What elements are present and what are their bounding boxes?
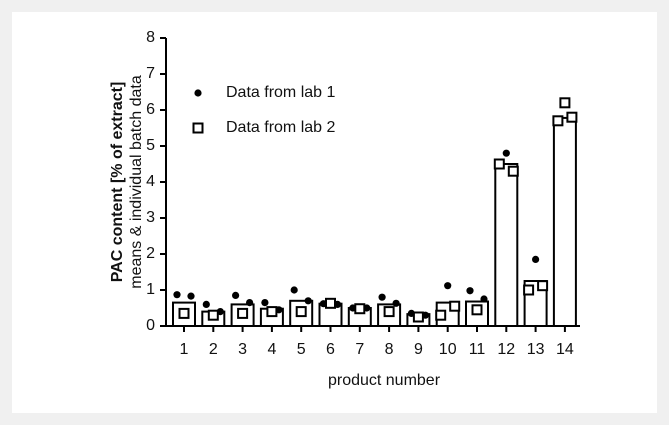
y-tick-label: 3 — [146, 209, 155, 226]
x-tick-label: 1 — [180, 341, 189, 358]
point-lab1 — [246, 299, 254, 307]
panel — [12, 12, 657, 413]
point-lab1 — [444, 282, 452, 290]
x-axis-label: product number — [328, 372, 441, 389]
point-lab2 — [493, 158, 505, 170]
point-lab1 — [532, 255, 540, 263]
point-lab1 — [304, 297, 312, 305]
point-lab1 — [392, 299, 400, 307]
point-lab2 — [192, 122, 204, 134]
point-lab2 — [412, 311, 424, 323]
point-lab2 — [537, 280, 549, 292]
point-lab2 — [435, 309, 447, 321]
y-tick-label: 6 — [146, 101, 155, 118]
point-lab2 — [507, 165, 519, 177]
y-axis-label: PAC content [% of extract] — [109, 82, 126, 283]
point-lab2 — [559, 97, 571, 109]
y-tick-label: 4 — [146, 173, 155, 190]
x-tick-label: 7 — [355, 341, 364, 358]
point-lab1 — [502, 149, 510, 157]
point-lab1 — [187, 292, 195, 300]
legend-label: Data from lab 1 — [226, 84, 335, 101]
bar — [552, 116, 577, 327]
point-lab2 — [295, 306, 307, 318]
y-tick-label: 5 — [146, 137, 155, 154]
x-tick-label: 14 — [556, 341, 574, 358]
x-tick-label: 11 — [469, 341, 486, 358]
x-tick-label: 13 — [527, 341, 545, 358]
point-lab1 — [232, 291, 240, 299]
point-lab2 — [383, 306, 395, 318]
legend-label: Data from lab 2 — [226, 119, 335, 136]
point-lab2 — [471, 304, 483, 316]
y-tick-label: 8 — [146, 29, 155, 46]
y-tick-label: 0 — [146, 317, 155, 334]
point-lab2 — [266, 306, 278, 318]
point-lab1 — [466, 287, 474, 295]
x-tick-label: 8 — [385, 341, 394, 358]
x-tick-label: 9 — [414, 341, 423, 358]
point-lab1 — [173, 291, 181, 299]
y-axis-sublabel: means & individual batch data — [128, 75, 145, 289]
y-tick-label: 1 — [146, 281, 155, 298]
x-tick-label: 6 — [326, 341, 335, 358]
point-lab1 — [261, 299, 269, 307]
point-lab2 — [325, 297, 336, 309]
x-tick-label: 12 — [497, 341, 515, 358]
point-lab2 — [566, 111, 578, 123]
point-lab2 — [523, 284, 535, 296]
point-lab2 — [178, 307, 190, 319]
point-lab1 — [480, 295, 488, 303]
y-tick-label: 2 — [146, 245, 155, 262]
x-tick-label: 3 — [238, 341, 247, 358]
y-tick-label: 7 — [146, 65, 155, 82]
point-lab1 — [378, 293, 386, 301]
point-lab2 — [207, 309, 219, 321]
point-lab1 — [290, 286, 298, 294]
point-lab2 — [449, 300, 461, 312]
point-lab1 — [202, 300, 210, 308]
point-lab2 — [237, 307, 249, 319]
x-tick-label: 5 — [297, 341, 306, 358]
x-tick-label: 4 — [267, 341, 276, 358]
point-lab2 — [354, 303, 366, 315]
bar — [494, 163, 519, 327]
x-tick-label: 10 — [439, 341, 457, 358]
x-tick-label: 2 — [209, 341, 218, 358]
point-lab1 — [194, 89, 202, 97]
point-lab2 — [552, 115, 564, 127]
